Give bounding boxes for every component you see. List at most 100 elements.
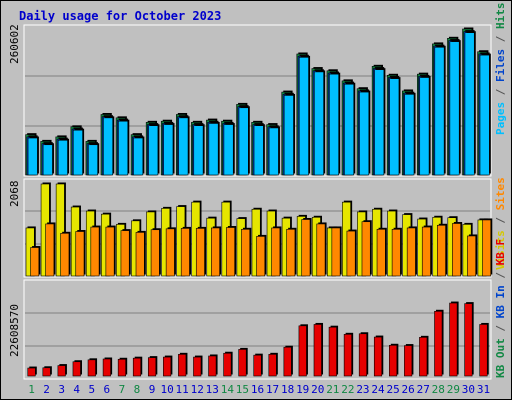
legend-item: Sites (494, 177, 507, 210)
bar-pages (118, 120, 129, 176)
panel-top-legend: Pages / Files / Hits (494, 3, 507, 136)
bar-pages (404, 94, 415, 176)
bar-pages (329, 73, 339, 176)
day-label: 28 (432, 383, 445, 396)
bar-kbf (223, 352, 232, 377)
bar-pages (193, 125, 204, 176)
day-label: 4 (73, 383, 80, 396)
chart-title: Daily usage for October 2023 (19, 9, 221, 23)
bar-kbf (117, 358, 126, 377)
legend-item: KB In (494, 285, 507, 318)
legend-item: KB Out (494, 338, 507, 378)
day-label: 10 (160, 383, 173, 396)
bar-sites (286, 228, 296, 277)
bar-sites (271, 227, 281, 277)
panel-bottom-bars (27, 301, 489, 377)
day-label: 21 (326, 383, 339, 396)
bar-sites (467, 235, 477, 277)
day-labels: 1 2 3 4 5 6 7 8 9 10 11 12 13 14 15 16 17 18 19 20 21 22 23 24 2… (28, 383, 490, 396)
bar-sites (45, 223, 55, 277)
legend-item: / (494, 318, 507, 338)
panel-top: 260602 Pages / Files / Hits (8, 3, 507, 177)
bar-sites (301, 219, 311, 277)
bar-pages (419, 77, 430, 176)
bar-kbf (283, 346, 292, 377)
bar-pages (238, 107, 249, 176)
bar-pages (72, 129, 83, 176)
day-label: 20 (311, 383, 324, 396)
bar-sites (90, 226, 100, 277)
day-label: 23 (356, 383, 369, 396)
legend-item: Files (494, 49, 507, 82)
bar-sites (316, 223, 326, 277)
bar-pages (374, 69, 385, 176)
bar-kbf (147, 357, 157, 377)
day-label: 25 (386, 383, 399, 396)
bar-pages (88, 144, 98, 176)
bar-pages (449, 41, 460, 176)
bar-kbf (298, 325, 307, 377)
legend-item: Pages (494, 102, 507, 135)
bar-kbf (343, 334, 352, 377)
day-label: 6 (104, 383, 111, 396)
legend-item: / (494, 82, 507, 102)
bar-sites (391, 228, 401, 277)
bar-kbf (208, 355, 217, 377)
day-label: 7 (119, 383, 126, 396)
bar-sites (452, 223, 461, 277)
bar-sites (105, 226, 115, 277)
day-label: 16 (251, 383, 264, 396)
bar-pages (298, 57, 309, 176)
bar-pages (268, 127, 279, 176)
day-label: 18 (281, 383, 294, 396)
day-label: 13 (206, 383, 219, 396)
bar-kbf (163, 356, 172, 377)
panel-middle-legend: Visits / Sites (494, 177, 507, 270)
bar-kbf (479, 324, 488, 377)
bar-sites (241, 228, 251, 277)
bar-kbf (373, 336, 383, 377)
panel-bottom-max-label: 22608570 (8, 304, 21, 357)
legend-item: KB F (494, 239, 507, 266)
bar-kbf (358, 333, 368, 377)
bar-pages (208, 123, 219, 176)
day-label: 11 (176, 383, 189, 396)
bar-pages (283, 95, 294, 176)
day-label: 1 (28, 383, 35, 396)
bar-sites (421, 226, 431, 277)
bar-pages (42, 144, 53, 176)
day-label: 5 (88, 383, 95, 396)
bar-kbf (178, 354, 187, 377)
bar-kbf (389, 344, 398, 377)
bar-sites (60, 232, 70, 277)
bar-sites (30, 247, 40, 277)
day-label: 14 (221, 383, 235, 396)
bar-kbf (42, 367, 51, 377)
day-label: 29 (447, 383, 460, 396)
bar-kbf (419, 337, 428, 377)
day-label: 24 (371, 383, 385, 396)
day-label: 17 (266, 383, 279, 396)
day-label: 19 (296, 383, 309, 396)
bar-sites (226, 227, 235, 277)
day-label: 15 (236, 383, 249, 396)
bar-pages (313, 71, 324, 176)
bar-kbf (102, 358, 111, 377)
bar-kbf (464, 303, 473, 377)
bar-kbf (313, 324, 322, 377)
bar-kbf (238, 349, 247, 377)
bar-pages (103, 117, 114, 176)
bar-kbf (434, 310, 443, 377)
bar-kbf (449, 302, 458, 377)
day-label: 22 (341, 383, 354, 396)
legend-item: Hits (494, 3, 507, 30)
bar-kbf (27, 367, 36, 377)
bar-kbf (253, 354, 262, 377)
day-label: 31 (477, 383, 490, 396)
bar-sites (135, 232, 145, 277)
bar-kbf (268, 354, 277, 377)
legend-item: / (494, 265, 507, 285)
day-label: 27 (417, 383, 430, 396)
bar-kbf (132, 357, 142, 377)
